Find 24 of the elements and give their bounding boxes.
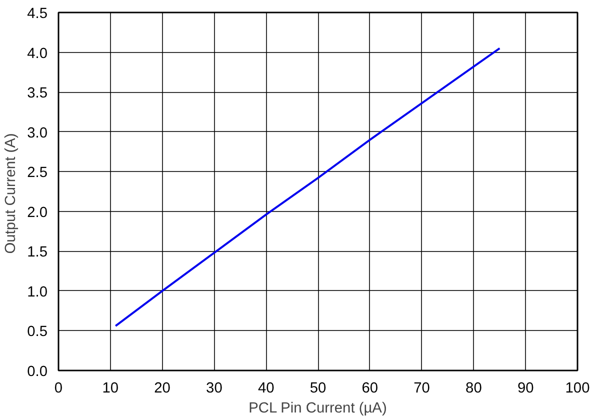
y-tick-label: 1.5	[27, 244, 48, 261]
y-tick-label: 0.5	[27, 324, 48, 340]
x-tick-label: 100	[565, 380, 590, 396]
y-tick-label: 1.0	[27, 284, 48, 300]
x-tick-label: 40	[258, 380, 274, 396]
y-tick-label: 3.5	[27, 86, 48, 102]
x-axis-title: PCL Pin Current (µA)	[248, 400, 387, 416]
x-tick-label: 0	[54, 380, 63, 396]
x-tick-label: 50	[310, 380, 326, 396]
x-tick-label: 80	[466, 380, 482, 396]
y-axis-title: Output Current (A)	[3, 133, 20, 254]
x-tick-label: 60	[362, 380, 378, 396]
x-tick-label: 90	[517, 380, 534, 396]
x-tick-label: 70	[414, 380, 430, 396]
y-tick-label: 0.0	[27, 364, 48, 380]
y-tick-label: 2.5	[27, 165, 48, 182]
x-tick-label: 20	[154, 380, 170, 396]
y-tick-label: 4.0	[27, 46, 48, 62]
y-tick-label: 4.5	[27, 6, 48, 22]
x-tick-label: 10	[102, 380, 119, 396]
line-series	[114, 47, 501, 327]
x-tick-label: 30	[206, 380, 222, 396]
y-tick-label: 2.0	[27, 204, 48, 221]
y-tick-label: 3.0	[27, 125, 48, 142]
